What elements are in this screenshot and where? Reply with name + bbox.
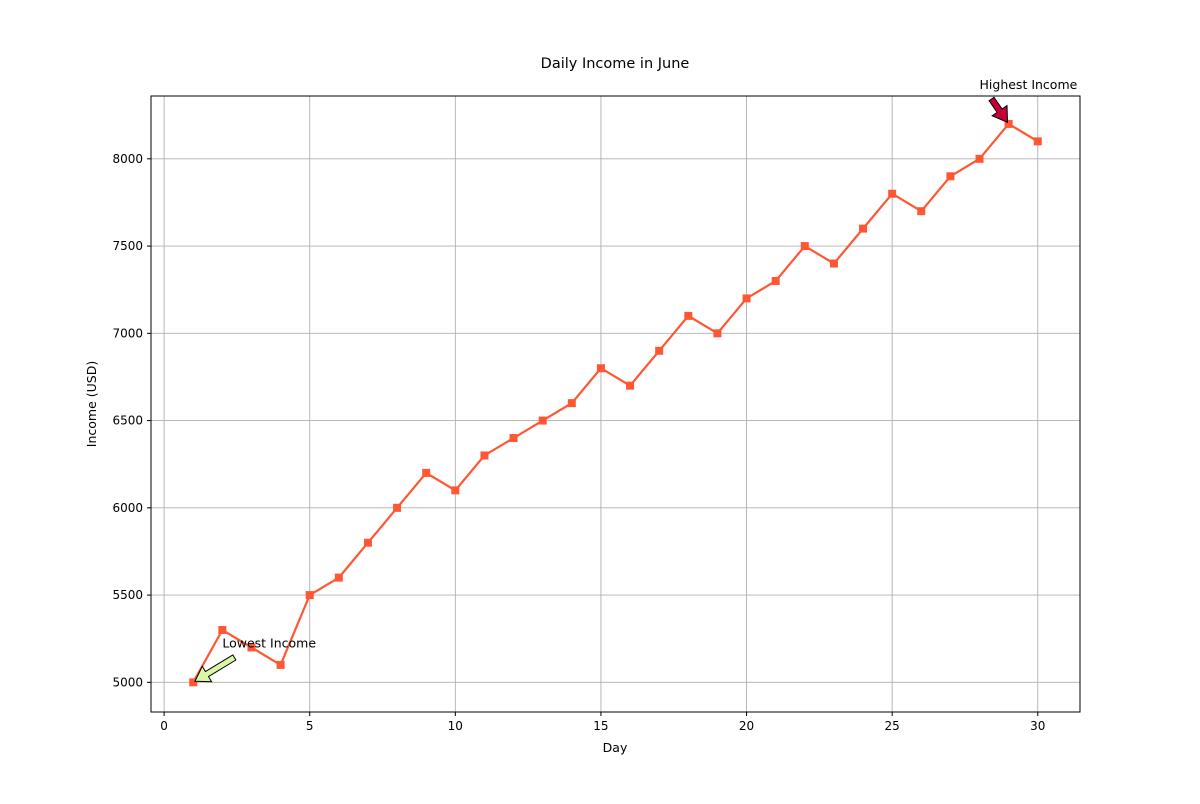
- annotation-arrow: [194, 654, 237, 683]
- plot-frame: [150, 95, 1081, 713]
- data-point-marker: [742, 294, 751, 303]
- data-point-marker: [393, 503, 402, 512]
- x-tick-label: 5: [306, 719, 314, 733]
- y-axis-label: Income (USD): [84, 361, 99, 447]
- y-tick-label: 7500: [112, 239, 143, 253]
- data-point-marker: [509, 434, 518, 443]
- data-point-marker: [655, 346, 664, 355]
- x-axis-label: Day: [603, 740, 628, 755]
- data-point-marker: [422, 468, 431, 477]
- data-point-marker: [946, 172, 955, 181]
- y-tick-label: 5000: [112, 675, 143, 689]
- chart-title: Daily Income in June: [541, 56, 690, 72]
- data-point-marker: [800, 242, 809, 251]
- data-point-marker: [975, 154, 984, 163]
- y-tick-label: 5500: [112, 588, 143, 602]
- annotation-arrow: [988, 96, 1009, 124]
- data-point-marker: [713, 329, 722, 338]
- data-point-marker: [917, 207, 926, 216]
- data-point-marker: [189, 678, 198, 687]
- y-tick-label: 8000: [112, 152, 143, 166]
- data-point-marker: [829, 259, 838, 268]
- data-point-marker: [626, 381, 635, 390]
- series-line: [192, 122, 1039, 683]
- y-tick-label: 7000: [112, 326, 143, 340]
- data-point-marker: [1004, 119, 1013, 128]
- x-tick-label: 25: [885, 719, 900, 733]
- data-point-marker: [859, 224, 868, 233]
- data-point-marker: [363, 538, 372, 547]
- data-point-marker: [218, 625, 227, 634]
- data-point-marker: [276, 660, 285, 669]
- annotation-label: Highest Income: [980, 77, 1078, 92]
- data-point-marker: [305, 591, 314, 600]
- data-point-marker: [888, 189, 897, 198]
- x-tick-label: 15: [593, 719, 608, 733]
- data-point-marker: [247, 643, 256, 652]
- axis-ticks: 0 5 10 15 20 25 30 5000 5500 6000 6500 7000 7500 8000: [112, 152, 1045, 733]
- grid: [151, 96, 1080, 712]
- x-tick-label: 10: [448, 719, 463, 733]
- data-point-marker: [567, 399, 576, 408]
- annotations: Lowest Income Highest Income: [194, 77, 1078, 683]
- data-point-marker: [538, 416, 547, 425]
- annotation-label: Lowest Income: [222, 635, 316, 650]
- data-point-marker: [1033, 137, 1042, 146]
- data-point-marker: [596, 364, 605, 373]
- series-layer: [189, 119, 1042, 687]
- y-tick-label: 6000: [112, 501, 143, 515]
- data-point-marker: [334, 573, 343, 582]
- data-point-marker: [480, 451, 489, 460]
- data-point-marker: [771, 276, 780, 285]
- data-point-marker: [451, 486, 460, 495]
- x-tick-label: 30: [1030, 719, 1045, 733]
- data-point-marker: [684, 311, 693, 320]
- y-tick-label: 6500: [112, 414, 143, 428]
- x-tick-label: 0: [160, 719, 168, 733]
- x-tick-label: 20: [739, 719, 754, 733]
